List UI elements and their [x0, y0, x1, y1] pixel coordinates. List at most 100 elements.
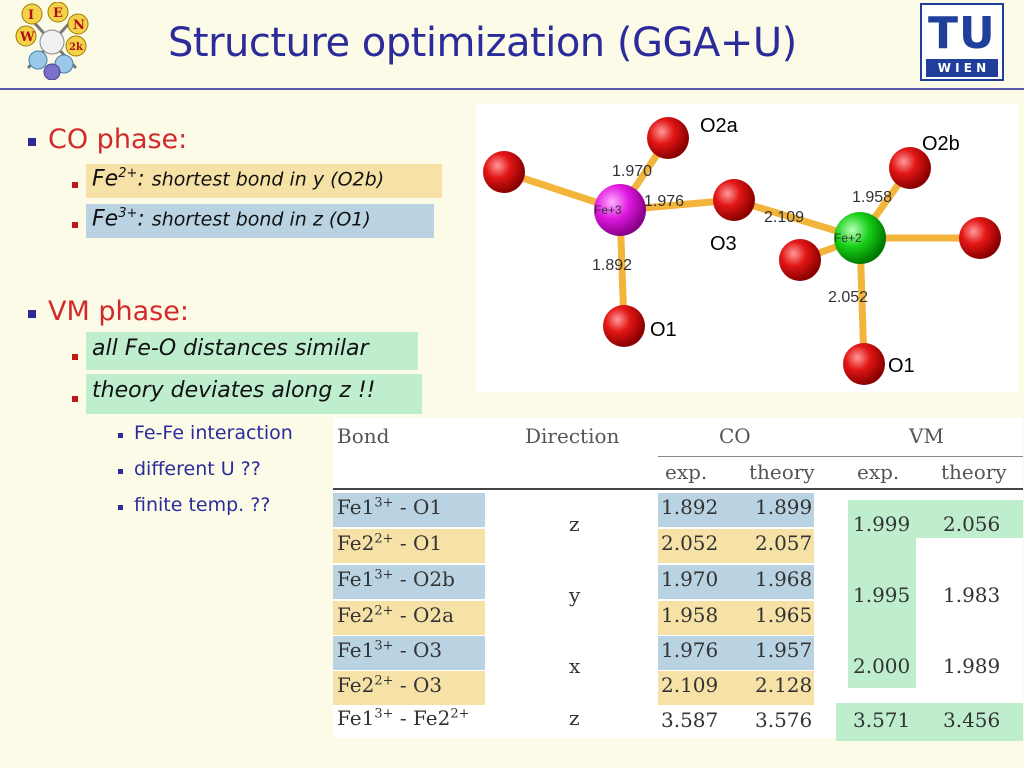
oxygen-atom-o1-right: [843, 343, 885, 385]
header-bond: Bond: [337, 424, 390, 448]
square-bullet-icon: [118, 469, 123, 474]
band-row3: [333, 565, 485, 599]
band-row1: [333, 493, 485, 527]
row2-co-theory: 2.057: [755, 531, 813, 555]
vm-phase-heading: VM phase:: [48, 296, 189, 327]
wien2k-logo: I E W N 2k: [14, 1, 90, 81]
header-co-theory: theory: [749, 460, 815, 484]
square-bullet-icon: [118, 505, 123, 510]
fe3-atom: [594, 184, 646, 236]
header-rule: [333, 488, 1023, 490]
row7-co-exp: 3.587: [661, 708, 719, 732]
co-fe3-text: shortest bond in z (O1): [151, 208, 371, 231]
row4-co-theory: 1.965: [755, 603, 813, 627]
band-co-row6: [658, 671, 814, 705]
row6-co-theory: 2.128: [755, 673, 813, 697]
vm-y-theory: 1.983: [943, 583, 1001, 607]
co-phase-heading: CO phase:: [48, 124, 188, 155]
vm-y-exp: 1.995: [853, 583, 911, 607]
label-o1-left: O1: [650, 319, 677, 341]
oxygen-atom: [779, 239, 821, 281]
row5-bond: Fe13+ - O3: [337, 638, 443, 662]
square-bullet-icon: [72, 396, 78, 402]
svg-text:N: N: [73, 18, 85, 33]
band-vm-theory-z: [916, 500, 1023, 538]
header-vm: VM: [909, 424, 944, 448]
row4-bond: Fe22+ - O2a: [337, 603, 455, 627]
different-u-text: different U ??: [134, 458, 261, 480]
colon: :: [137, 166, 145, 192]
band-row4: [333, 601, 485, 635]
title-divider: [0, 88, 1024, 90]
svg-text:W: W: [19, 30, 35, 45]
molecule-diagram: Fe+3 Fe+2 1.970 1.976 1.892 2.109 1.958 …: [476, 104, 1018, 392]
tu-wien-logo: TU W I E N: [920, 3, 1004, 81]
oxygen-atom-o3: [713, 179, 755, 221]
fe-fe-interaction-text: Fe-Fe interaction: [134, 422, 293, 444]
fe2-label: Fe+2: [834, 231, 862, 245]
oxygen-atom-o2a: [647, 117, 689, 159]
page-title: Structure optimization (GGA+U): [168, 20, 797, 66]
row1-bond: Fe13+ - O1: [337, 495, 443, 519]
direction-z-fefe: z: [569, 706, 580, 730]
vm-similar-text: all Fe-O distances similar: [86, 332, 418, 370]
square-bullet-icon: [118, 433, 123, 438]
row5-co-exp: 1.976: [661, 638, 719, 662]
band-row5: [333, 636, 485, 670]
oxygen-atom: [483, 151, 525, 193]
co-fe2-highlight: Fe2+: shortest bond in y (O2b): [86, 164, 442, 198]
header-vm-theory: theory: [941, 460, 1007, 484]
band-co-row2: [658, 529, 814, 563]
header-subrule: [658, 456, 1023, 457]
oxygen-atom-o2b: [889, 147, 931, 189]
band-vm-fefe: [836, 703, 1023, 741]
header-vm-exp: exp.: [857, 460, 900, 484]
row2-co-exp: 2.052: [661, 531, 719, 555]
colon: :: [137, 206, 145, 232]
row3-bond: Fe13+ - O2b: [337, 567, 455, 591]
row5-co-theory: 1.957: [755, 638, 813, 662]
fe-label: Fe: [92, 166, 119, 192]
fe-charge: 3+: [118, 206, 138, 221]
bond-length-1958: 1.958: [852, 189, 892, 206]
direction-y: y: [569, 583, 581, 607]
band-co-row4: [658, 601, 814, 635]
square-bullet-icon: [72, 182, 78, 188]
row1-co-theory: 1.899: [755, 495, 813, 519]
label-o3: O3: [710, 233, 737, 255]
row6-co-exp: 2.109: [661, 673, 719, 697]
svg-text:I: I: [28, 8, 34, 23]
wien-logo-text: W I E N: [926, 59, 998, 77]
row2-bond: Fe22+ - O1: [337, 531, 443, 555]
vm-fefe-exp: 3.571: [853, 708, 911, 732]
header-co-exp: exp.: [665, 460, 708, 484]
co-fe2-text: shortest bond in y (O2b): [151, 168, 385, 191]
oxygen-atom-o1-left: [603, 305, 645, 347]
svg-text:2k: 2k: [69, 42, 84, 53]
direction-z: z: [569, 512, 580, 536]
row6-bond: Fe22+ - O3: [337, 673, 443, 697]
square-bullet-icon: [28, 310, 36, 318]
header-direction: Direction: [525, 424, 620, 448]
bond-length-table: Bond Direction CO VM exp. theory exp. th…: [333, 418, 1023, 741]
tu-logo-text: TU: [928, 8, 996, 59]
row7-co-theory: 3.576: [755, 708, 813, 732]
band-co-row3: [658, 565, 814, 599]
label-o1-right: O1: [888, 355, 915, 377]
row7-bond: Fe13+ - Fe22+: [337, 706, 470, 730]
vm-z-theory: 2.056: [943, 512, 1001, 536]
fe2-atom: [834, 212, 886, 264]
fe-label: Fe: [92, 206, 119, 232]
co-fe3-highlight: Fe3+: shortest bond in z (O1): [86, 204, 434, 238]
band-co-row5: [658, 636, 814, 670]
direction-x: x: [569, 654, 581, 678]
vm-x-theory: 1.989: [943, 654, 1001, 678]
row3-co-theory: 1.968: [755, 567, 813, 591]
vm-fefe-theory: 3.456: [943, 708, 1001, 732]
square-bullet-icon: [72, 354, 78, 360]
row3-co-exp: 1.970: [661, 567, 719, 591]
finite-temp-text: finite temp. ??: [134, 494, 271, 516]
label-o2a: O2a: [700, 115, 739, 137]
square-bullet-icon: [28, 138, 36, 146]
bond-length-1976: 1.976: [644, 193, 684, 210]
